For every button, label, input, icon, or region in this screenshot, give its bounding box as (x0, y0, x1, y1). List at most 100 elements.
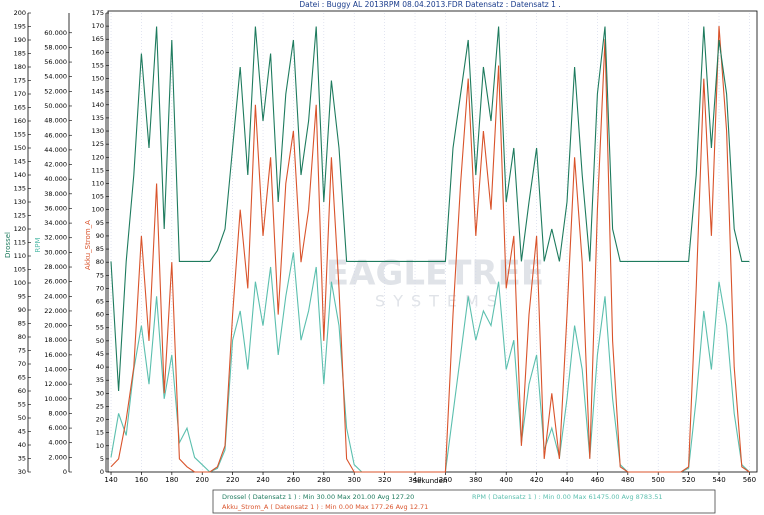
y-tick-label: 155 (92, 61, 104, 69)
x-tick-label: 480 (621, 476, 634, 484)
y-tick-label: 145 (14, 158, 26, 166)
y-axis-title: Akku_Strom_A (84, 220, 92, 270)
y-tick-label: 35 (18, 455, 26, 463)
y-tick-label: 20.000 (44, 322, 67, 330)
chart-title: Datei : Buggy AL 2013RPM 08.04.2013.FDR … (299, 0, 560, 9)
y-tick-label: 120 (92, 153, 104, 161)
y-tick-label: 185 (14, 50, 26, 58)
y-tick-label: 54.000 (44, 73, 67, 81)
x-tick-label: 200 (196, 476, 209, 484)
y-tick-label: 60 (18, 387, 26, 395)
x-tick-label: 280 (317, 476, 330, 484)
y-tick-label: 130 (92, 127, 104, 135)
y-tick-label: 105 (92, 193, 104, 201)
y-tick-label: 95 (96, 219, 104, 227)
y-tick-label: 140 (92, 101, 104, 109)
x-tick-label: 500 (652, 476, 665, 484)
y-tick-label: 10 (96, 442, 104, 450)
y-tick-label: 85 (96, 245, 104, 253)
x-tick-label: 340 (408, 476, 421, 484)
y-tick-label: 170 (92, 22, 104, 30)
y-tick-label: 15 (96, 429, 104, 437)
y-tick-label: 190 (14, 36, 26, 44)
y-tick-label: 105 (14, 266, 26, 274)
y-tick-label: 145 (92, 88, 104, 96)
legend-entry: Akku_Strom_A ( Datensatz 1 ) : Min 0.00 … (222, 503, 428, 511)
y-tick-label: 40 (96, 363, 104, 371)
y-tick-label: 125 (14, 212, 26, 220)
x-tick-label: 260 (287, 476, 300, 484)
y-tick-label: 125 (92, 140, 104, 148)
y-tick-label: 22.000 (44, 307, 67, 315)
series-line (110, 26, 750, 392)
y-tick-label: 45 (96, 350, 104, 358)
y-tick-label: 110 (14, 252, 26, 260)
y-tick-label: 70 (18, 360, 26, 368)
y-tick-label: 115 (92, 166, 104, 174)
x-tick-label: 140 (104, 476, 117, 484)
y-tick-label: 34.000 (44, 219, 67, 227)
y-tick-label: 25 (96, 402, 104, 410)
x-tick-label: 400 (500, 476, 513, 484)
x-tick-label: 540 (712, 476, 725, 484)
y-tick-label: 20 (96, 416, 104, 424)
x-tick-label: 360 (439, 476, 452, 484)
y-tick-label: 28.000 (44, 263, 67, 271)
watermark: EAGLETREE (326, 254, 544, 294)
x-tick-label: 380 (469, 476, 482, 484)
y-tick-label: 160 (92, 48, 104, 56)
x-tick-label: 320 (378, 476, 391, 484)
y-tick-label: 70 (96, 284, 104, 292)
y-tick-label: 100 (92, 206, 104, 214)
y-tick-label: 55 (96, 324, 104, 332)
x-tick-label: 440 (560, 476, 573, 484)
y-tick-label: 175 (92, 9, 104, 17)
x-tick-label: 560 (743, 476, 756, 484)
y-tick-label: 75 (96, 271, 104, 279)
x-tick-label: 300 (348, 476, 361, 484)
y-tick-label: 150 (14, 144, 26, 152)
y-axis-title: Drossel (4, 232, 12, 258)
y-tick-label: 16.000 (44, 351, 67, 359)
x-tick-label: 460 (591, 476, 604, 484)
y-tick-label: 130 (14, 198, 26, 206)
y-tick-label: 46.000 (44, 131, 67, 139)
y-tick-label: 55 (18, 401, 26, 409)
y-tick-label: 95 (18, 293, 26, 301)
y-tick-label: 150 (92, 75, 104, 83)
y-tick-label: 80 (18, 333, 26, 341)
x-tick-label: 220 (226, 476, 239, 484)
y-tick-label: 18.000 (44, 336, 67, 344)
y-tick-label: 10.000 (44, 395, 67, 403)
x-axis-label: Sekunden (413, 477, 448, 485)
y-tick-label: 180 (14, 63, 26, 71)
y-tick-label: 165 (14, 104, 26, 112)
y-tick-label: 14.000 (44, 366, 67, 374)
y-tick-label: 40.000 (44, 175, 67, 183)
y-tick-label: 65 (96, 298, 104, 306)
y-tick-label: 30 (18, 468, 26, 476)
y-tick-label: 90 (18, 306, 26, 314)
y-tick-label: 45 (18, 428, 26, 436)
y-tick-label: 135 (92, 114, 104, 122)
y-tick-label: 140 (14, 171, 26, 179)
y-tick-label: 135 (14, 185, 26, 193)
x-tick-label: 420 (530, 476, 543, 484)
legend-entry: Drossel ( Datensatz 1 ) : Min 30.00 Max … (222, 493, 414, 501)
y-tick-label: 40 (18, 441, 26, 449)
y-tick-label: 115 (14, 239, 26, 247)
y-tick-label: 52.000 (44, 87, 67, 95)
y-tick-label: 85 (18, 320, 26, 328)
y-tick-label: 160 (14, 117, 26, 125)
y-tick-label: 30 (96, 389, 104, 397)
y-tick-label: 75 (18, 347, 26, 355)
y-tick-label: 110 (92, 179, 104, 187)
y-tick-label: 170 (14, 90, 26, 98)
y-tick-label: 5 (100, 455, 104, 463)
y-tick-label: 4.000 (48, 439, 67, 447)
watermark: SYSTEMS (375, 292, 505, 311)
y-axis-title: RPM (34, 237, 42, 252)
legend-box (212, 489, 716, 514)
y-tick-label: 58.000 (44, 43, 67, 51)
y-tick-label: 100 (14, 279, 26, 287)
